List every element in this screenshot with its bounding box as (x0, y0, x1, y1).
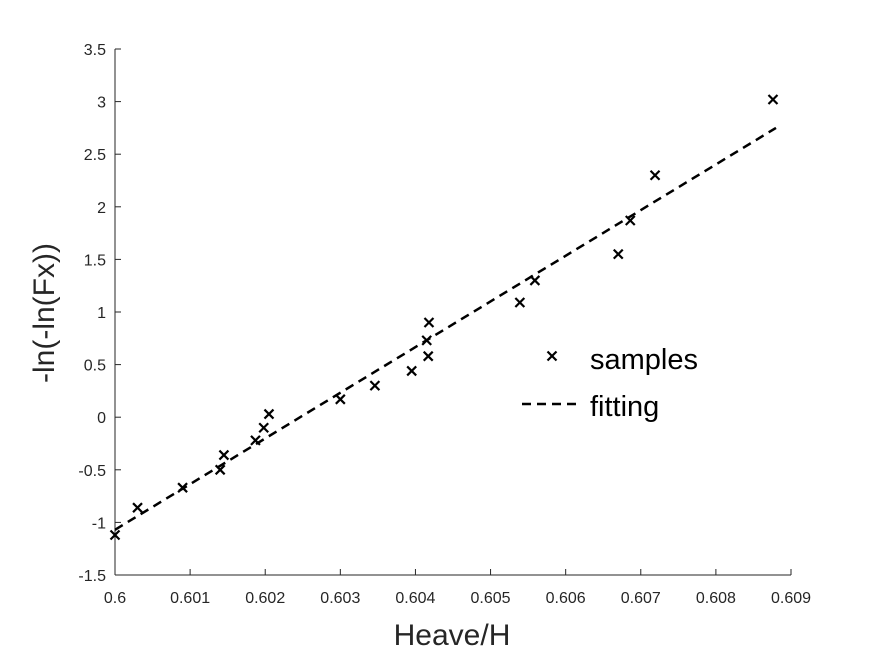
y-tick-label: 0 (97, 410, 106, 427)
x-tick-label: 0.6 (104, 590, 126, 607)
y-tick-label: 1 (97, 305, 106, 322)
x-tick-label: 0.601 (170, 590, 210, 607)
x-tick-label: 0.605 (471, 590, 511, 607)
sample-point (529, 275, 541, 286)
x-tick-label: 0.607 (621, 590, 661, 607)
sample-point (422, 350, 434, 362)
fit-line-group (114, 126, 777, 531)
x-tick-label: 0.606 (546, 590, 586, 607)
sample-point (335, 394, 346, 405)
legend-label-fitting: fitting (590, 391, 659, 423)
sample-point (421, 335, 432, 346)
y-tick-label: -1.5 (78, 568, 106, 585)
legend-label-samples: samples (590, 344, 698, 376)
sample-point (250, 435, 261, 446)
sample-point (423, 317, 435, 328)
x-tick-label: 0.608 (696, 590, 736, 607)
x-tick-label: 0.602 (245, 590, 285, 607)
sample-point (514, 297, 526, 308)
axes: 0.6 0.601 0.602 0.603 0.604 0.605 0.606 0.607 0.… (78, 42, 811, 607)
sample-point (767, 94, 779, 105)
sample-point (649, 169, 661, 181)
sample-point (258, 422, 269, 433)
sample-point (263, 408, 275, 420)
sample-point (612, 248, 624, 260)
y-tick-label: -1 (92, 515, 106, 532)
legend-entry-fitting: fitting (522, 391, 659, 423)
sample-point (218, 449, 230, 461)
y-tick-label: 2.5 (84, 147, 106, 164)
x-tick-label: 0.609 (771, 590, 811, 607)
legend: samples fitting (522, 344, 698, 423)
x-tick-label: 0.604 (395, 590, 435, 607)
y-tick-label: -0.5 (78, 463, 106, 480)
y-tick-label: 0.5 (84, 358, 106, 375)
sample-markers (109, 94, 779, 541)
legend-x-mark (546, 350, 558, 362)
y-tick-label: 1.5 (84, 252, 106, 269)
y-tick-label: 3 (97, 95, 106, 112)
sample-point (214, 464, 226, 476)
sample-point (624, 215, 636, 226)
y-tick-label: 2 (97, 200, 106, 217)
sample-point (369, 380, 381, 391)
legend-entry-samples: samples (546, 344, 698, 376)
x-tick-label: 0.603 (320, 590, 360, 607)
fit-line (114, 126, 777, 531)
x-axis-title: Heave/H (394, 619, 511, 652)
sample-point (109, 529, 121, 541)
sample-point (132, 502, 143, 513)
legend-marker-x (546, 350, 558, 362)
sample-point (177, 482, 188, 493)
y-axis-title: -ln(-ln(Fx)) (28, 243, 61, 383)
sample-point (406, 365, 417, 377)
y-tick-label: 3.5 (84, 42, 106, 59)
